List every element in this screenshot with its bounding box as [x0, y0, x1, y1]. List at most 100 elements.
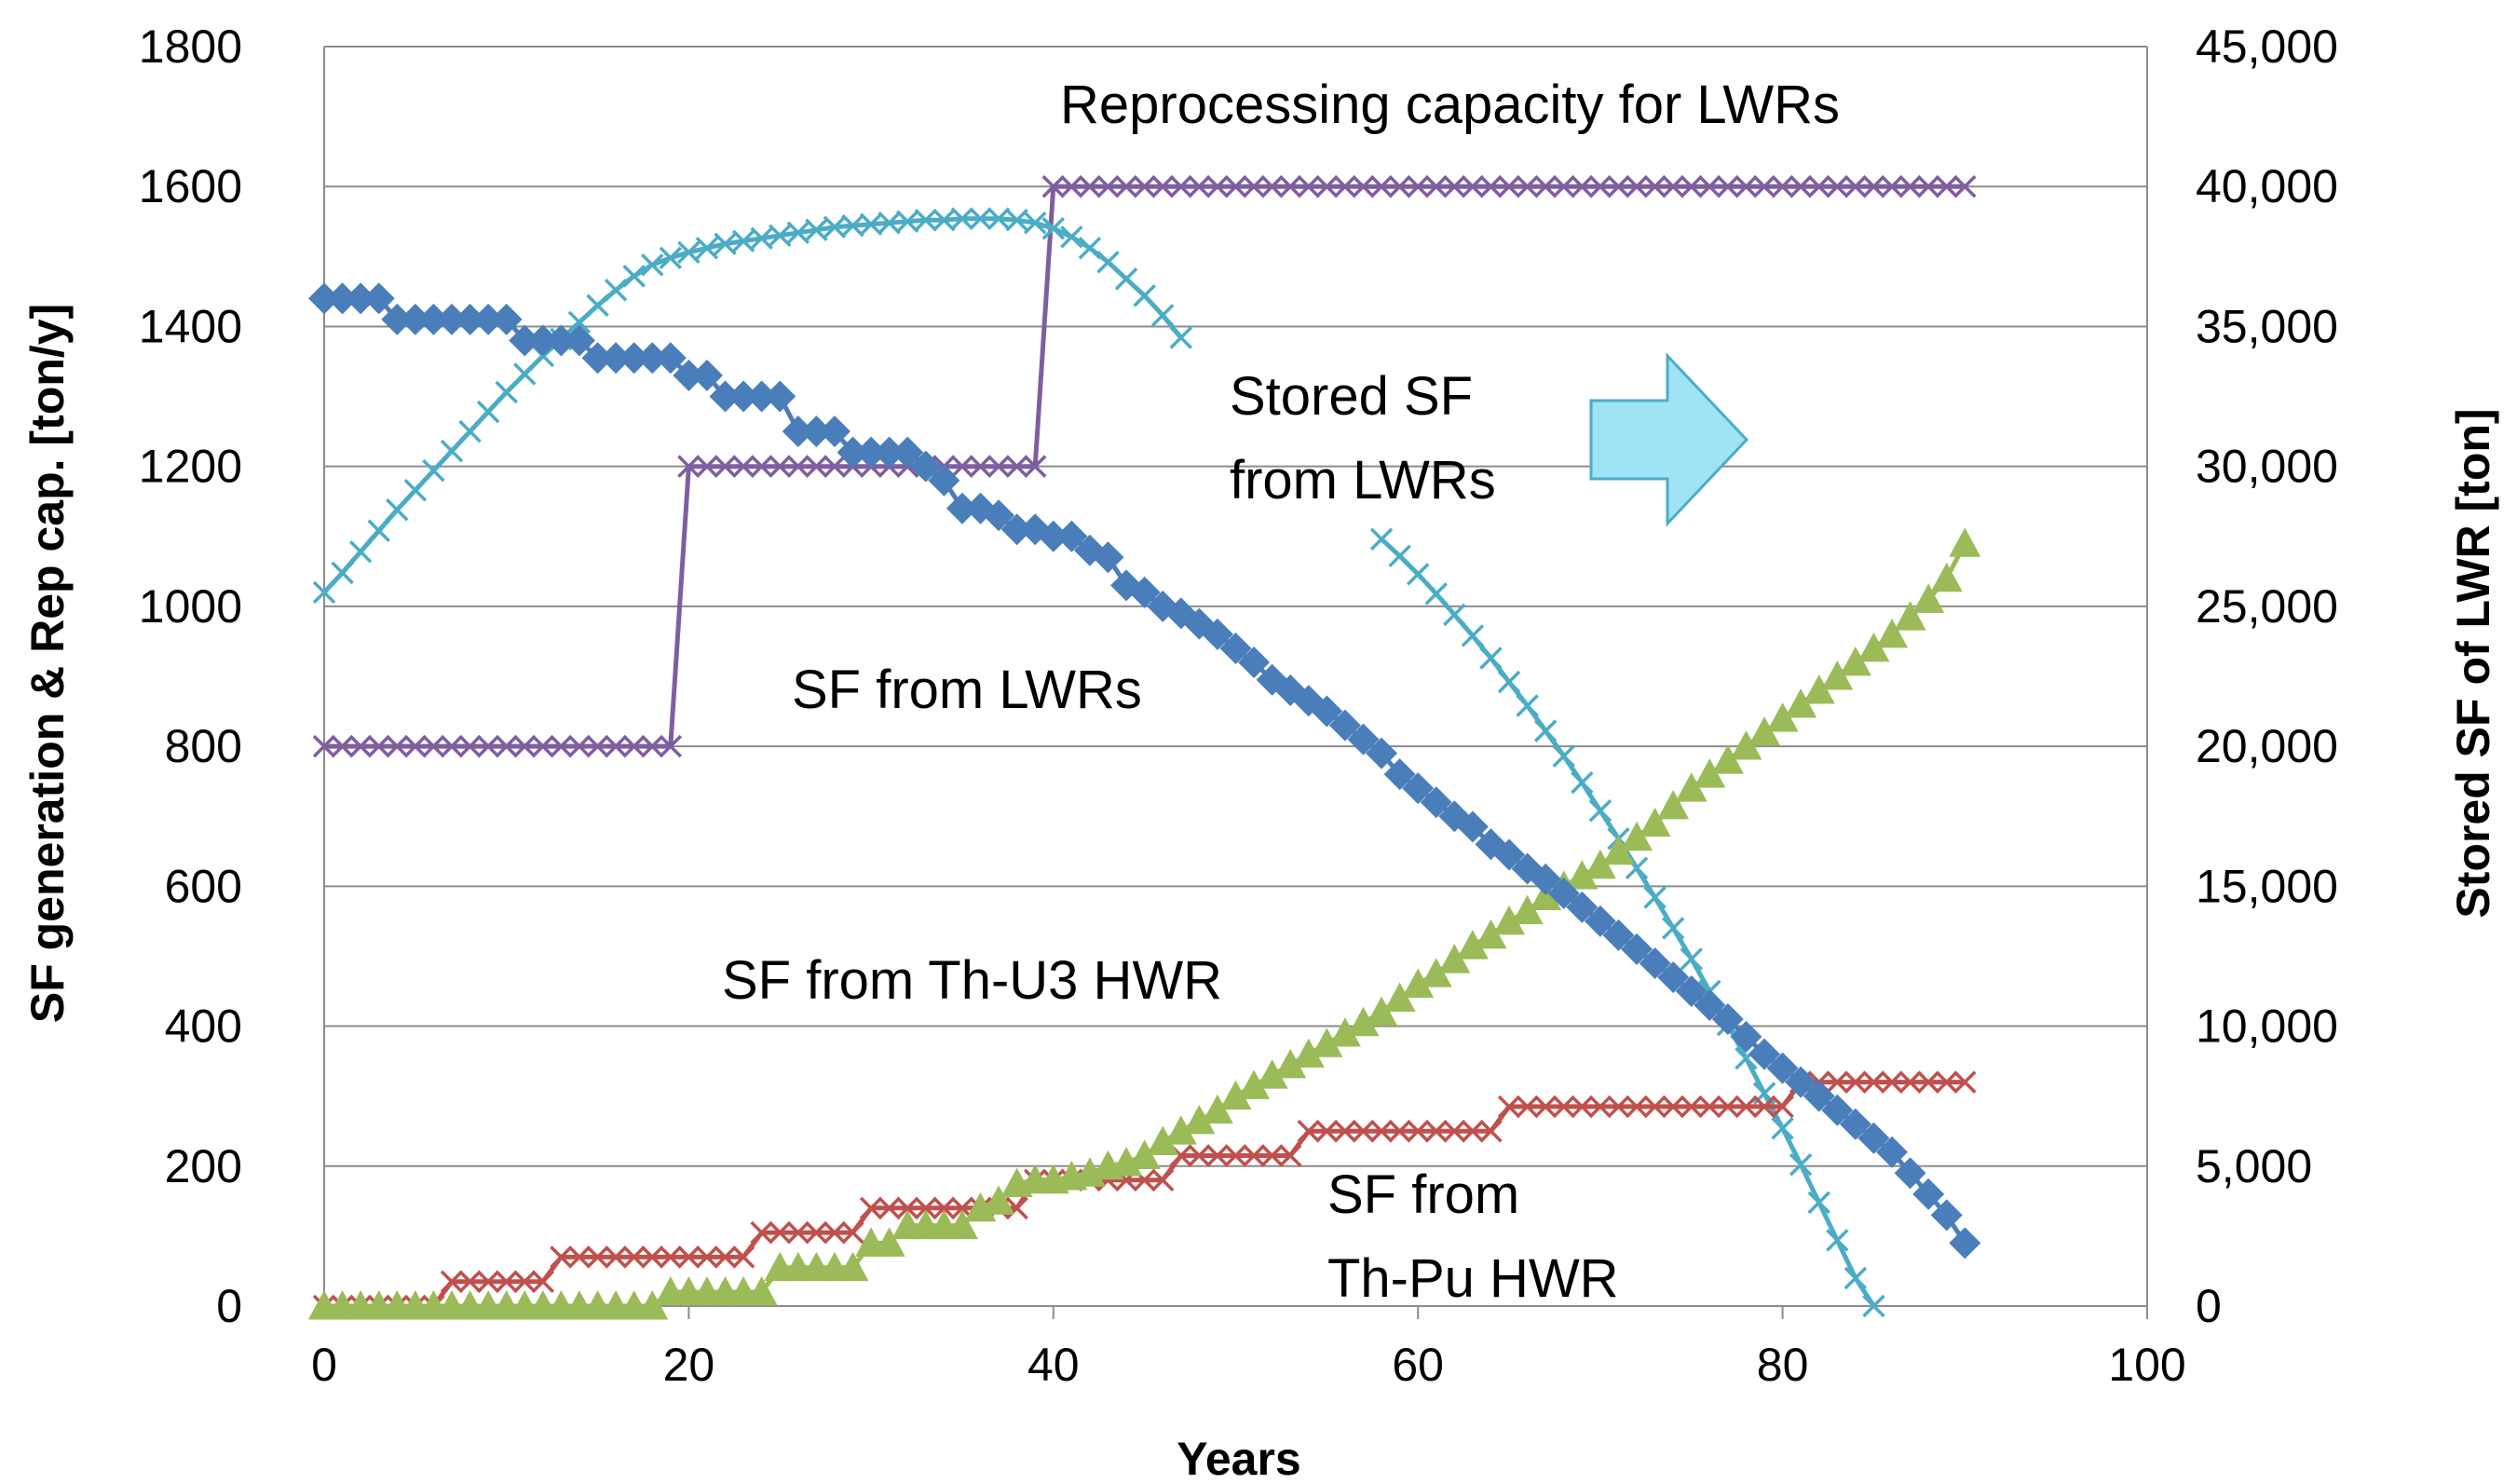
- data-point: [1680, 1095, 1703, 1119]
- data-point: [331, 734, 354, 758]
- y2-tick-label: 20,000: [2196, 720, 2338, 772]
- data-point: [1328, 709, 1361, 742]
- data-point: [1953, 1070, 1977, 1094]
- data-point: [928, 464, 960, 497]
- x-tick-label: 60: [1392, 1339, 1444, 1391]
- data-point: [786, 221, 810, 245]
- data-point: [586, 734, 609, 758]
- data-point: [1711, 1003, 1744, 1036]
- data-point: [1224, 174, 1247, 198]
- data-point: [1023, 455, 1047, 478]
- data-point: [1456, 810, 1489, 843]
- data-point: [805, 455, 828, 478]
- data-point: [1880, 1070, 1904, 1094]
- y-tick-label: 1600: [139, 160, 242, 212]
- data-point: [1297, 1119, 1321, 1143]
- data-point: [1406, 174, 1430, 198]
- data-point: [1188, 174, 1211, 198]
- data-point: [983, 499, 1015, 532]
- data-point: [1238, 1069, 1271, 1099]
- data-point: [695, 237, 719, 260]
- x-tick-label: 80: [1757, 1339, 1809, 1391]
- data-point: [1292, 1038, 1325, 1069]
- data-point: [1516, 694, 1539, 717]
- data-point: [1260, 1144, 1284, 1167]
- data-point: [1461, 624, 1485, 647]
- data-point: [1661, 917, 1685, 940]
- data-point: [714, 455, 737, 478]
- x-tick-label: 100: [2108, 1339, 2185, 1391]
- data-point: [873, 1227, 905, 1257]
- y-tick-label: 800: [165, 720, 242, 772]
- data-point: [1128, 576, 1161, 608]
- data-point: [458, 419, 482, 443]
- data-point: [1205, 1144, 1230, 1167]
- data-point: [1260, 174, 1284, 198]
- y-tick-label: 0: [216, 1280, 242, 1332]
- data-point: [1584, 849, 1616, 879]
- data-point: [1092, 541, 1124, 574]
- data-point: [1041, 174, 1066, 198]
- data-point: [1096, 251, 1120, 274]
- data-point: [659, 734, 683, 758]
- data-point: [1511, 894, 1544, 925]
- data-point: [1771, 1116, 1794, 1140]
- data-point: [586, 1246, 609, 1269]
- data-point: [709, 380, 741, 413]
- data-point: [1533, 719, 1558, 742]
- data-point: [1224, 1144, 1247, 1167]
- data-point: [1698, 174, 1721, 198]
- data-point: [1571, 174, 1594, 198]
- data-point: [1807, 1191, 1830, 1215]
- data-point: [950, 207, 974, 231]
- annotation-rep: Reprocessing capacity for LWRs: [1060, 75, 1840, 135]
- data-point: [1516, 1095, 1539, 1119]
- data-point: [1479, 1119, 1503, 1143]
- data-point: [1839, 1108, 1871, 1140]
- data-point: [367, 519, 390, 543]
- y-tick-label: 1000: [139, 580, 242, 633]
- data-point: [386, 734, 409, 758]
- data-point: [1420, 786, 1452, 819]
- y2-axis-title: Stored SF of LWR [ton]: [2447, 408, 2499, 918]
- data-point: [1602, 835, 1635, 865]
- data-point: [859, 212, 883, 237]
- data-point: [859, 1196, 883, 1220]
- y-tick-label: 1200: [139, 441, 242, 493]
- data-point: [513, 362, 537, 386]
- data-point: [1201, 1094, 1233, 1124]
- data-point: [677, 455, 701, 478]
- series-line: [324, 542, 1967, 1309]
- x-tick-label: 0: [311, 1339, 337, 1391]
- data-point: [1826, 1070, 1849, 1094]
- data-point: [1857, 1122, 1890, 1154]
- data-point: [1352, 1119, 1375, 1143]
- y2-tick-label: 15,000: [2196, 860, 2338, 912]
- data-point: [1238, 646, 1271, 678]
- data-point: [1839, 646, 1871, 676]
- data-point: [1748, 716, 1781, 746]
- data-point: [1935, 174, 1958, 198]
- x-tick-label: 40: [1027, 1339, 1080, 1391]
- annotation-thpu1: SF from: [1327, 1164, 1519, 1225]
- data-point: [641, 1246, 664, 1269]
- series-rep_cap: [312, 174, 1977, 758]
- data-point: [1055, 520, 1088, 552]
- data-point: [1530, 880, 1562, 911]
- data-point: [1643, 174, 1667, 198]
- data-point: [1566, 860, 1599, 890]
- data-point: [1894, 601, 1926, 631]
- data-point: [891, 436, 924, 469]
- data-point: [1898, 174, 1922, 198]
- data-point: [1844, 1070, 1868, 1094]
- data-point: [440, 439, 464, 463]
- data-point: [1201, 618, 1233, 650]
- data-point: [1000, 513, 1033, 546]
- data-point: [837, 1251, 869, 1282]
- data-point: [1949, 527, 1981, 557]
- data-point: [1366, 996, 1398, 1026]
- data-point: [1789, 1153, 1813, 1177]
- y2-tick-label: 45,000: [2196, 20, 2338, 73]
- data-point: [1461, 1119, 1485, 1143]
